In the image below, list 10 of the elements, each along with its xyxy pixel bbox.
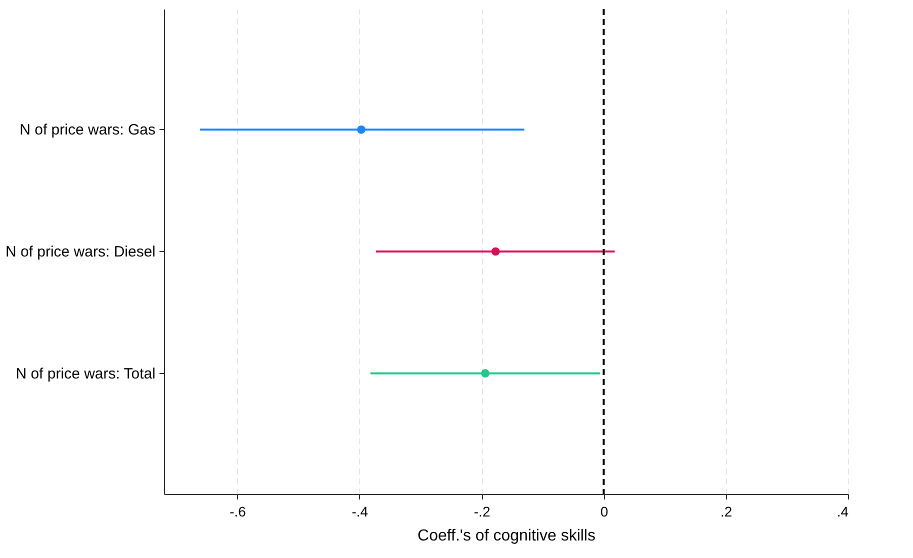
y-tick-label: N of price wars: Total	[16, 365, 156, 382]
x-tick-label: -.6	[230, 504, 246, 520]
x-tick-label: -.4	[352, 504, 368, 520]
x-tick-label: .2	[720, 504, 732, 520]
x-tick-label: -.2	[474, 504, 490, 520]
x-axis-title: Coeff.'s of cognitive skills	[418, 528, 596, 544]
x-tick-label: 0	[600, 504, 608, 520]
y-tick-label: N of price wars: Gas	[20, 122, 156, 139]
y-tick-label: N of price wars: Diesel	[5, 244, 156, 260]
x-tick-label: .4	[836, 504, 849, 520]
